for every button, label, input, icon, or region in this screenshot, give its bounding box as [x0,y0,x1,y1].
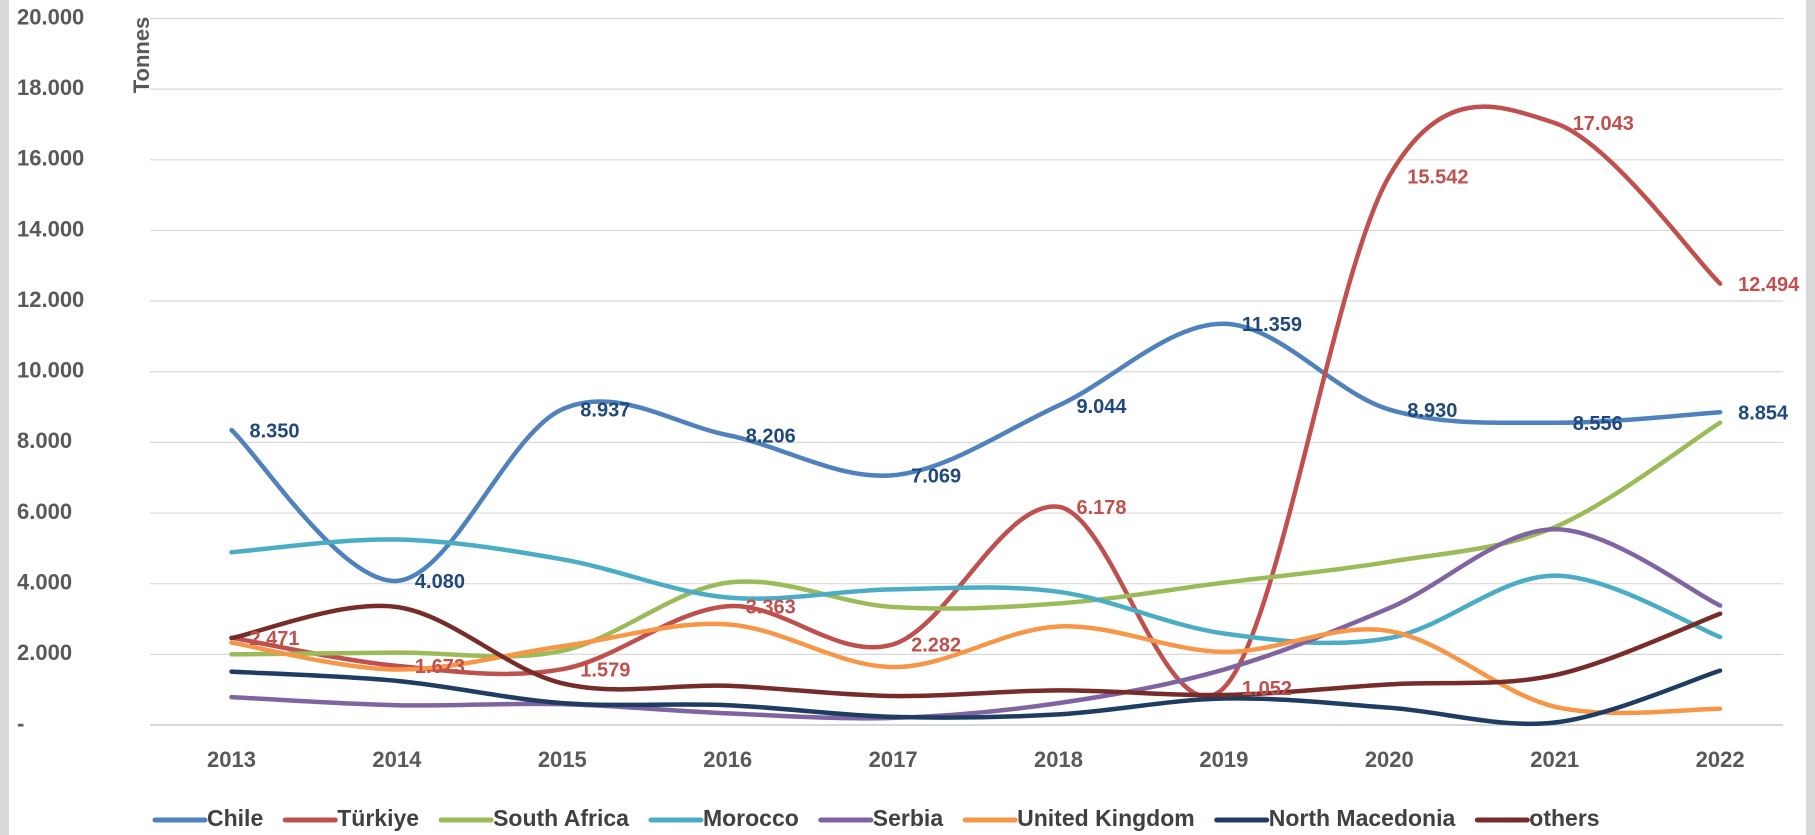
y-tick-label: 6.000 [17,499,72,524]
x-tick-label: 2013 [207,747,256,772]
x-tick-label: 2020 [1365,747,1414,772]
data-label: 9.044 [1077,396,1128,418]
data-label: 15.542 [1407,166,1468,188]
data-label: 7.069 [911,466,961,488]
series-line [229,603,1723,699]
data-label: 8.854 [1738,403,1789,425]
data-label: 6.178 [1077,497,1127,519]
y-axis-title: Tonnes [129,17,154,94]
series-line [229,104,1723,699]
series-line [229,527,1723,721]
data-label: 1.052 [1242,678,1292,700]
y-tick-label: 14.000 [17,216,84,241]
legend-label: Türkiye [337,805,419,831]
x-tick-label: 2022 [1696,747,1745,772]
x-tick-label: 2014 [372,747,422,772]
data-label: 2.282 [911,635,961,657]
plot-background [9,0,1806,835]
legend-label: North Macedonia [1269,805,1456,831]
y-tick-label: 2.000 [17,640,72,665]
x-tick-label: 2016 [703,747,752,772]
legend-label: South Africa [493,805,629,831]
series-line [229,420,1723,659]
x-tick-label: 2019 [1199,747,1248,772]
legend-label: Morocco [703,805,799,831]
data-label: 8.930 [1407,400,1457,422]
legend-label: others [1529,805,1599,831]
series-line [229,321,1723,584]
data-label: 17.043 [1573,113,1634,135]
y-tick-label: 12.000 [17,287,84,312]
y-tick-label: 10.000 [17,358,84,383]
data-label: 8.350 [250,420,300,442]
y-tick-label: 4.000 [17,570,72,595]
series-line [229,537,1723,646]
y-tick-label: - [17,711,24,736]
x-tick-label: 2017 [869,747,918,772]
series-line [229,668,1723,727]
data-label: 8.206 [746,425,796,447]
y-tick-label: 20.000 [17,4,84,29]
x-tick-label: 2018 [1034,747,1083,772]
legend-label: Chile [207,805,263,831]
data-label: 3.363 [746,596,796,618]
y-tick-label: 16.000 [17,146,84,171]
legend-label: Serbia [873,805,944,831]
x-tick-label: 2015 [538,747,587,772]
x-tick-label: 2021 [1530,747,1579,772]
legend-label: United Kingdom [1017,805,1195,831]
data-label: 8.556 [1573,413,1623,435]
data-label: 12.494 [1738,274,1800,296]
y-tick-label: 8.000 [17,428,72,453]
y-tick-label: 18.000 [17,75,84,100]
data-label: 8.937 [580,400,630,422]
data-label: 1.673 [415,656,465,678]
data-label: 2.471 [250,628,300,650]
data-label: 11.359 [1242,314,1302,336]
series-line [229,621,1723,716]
data-label: 4.080 [415,571,465,593]
data-label: 1.579 [580,660,630,682]
